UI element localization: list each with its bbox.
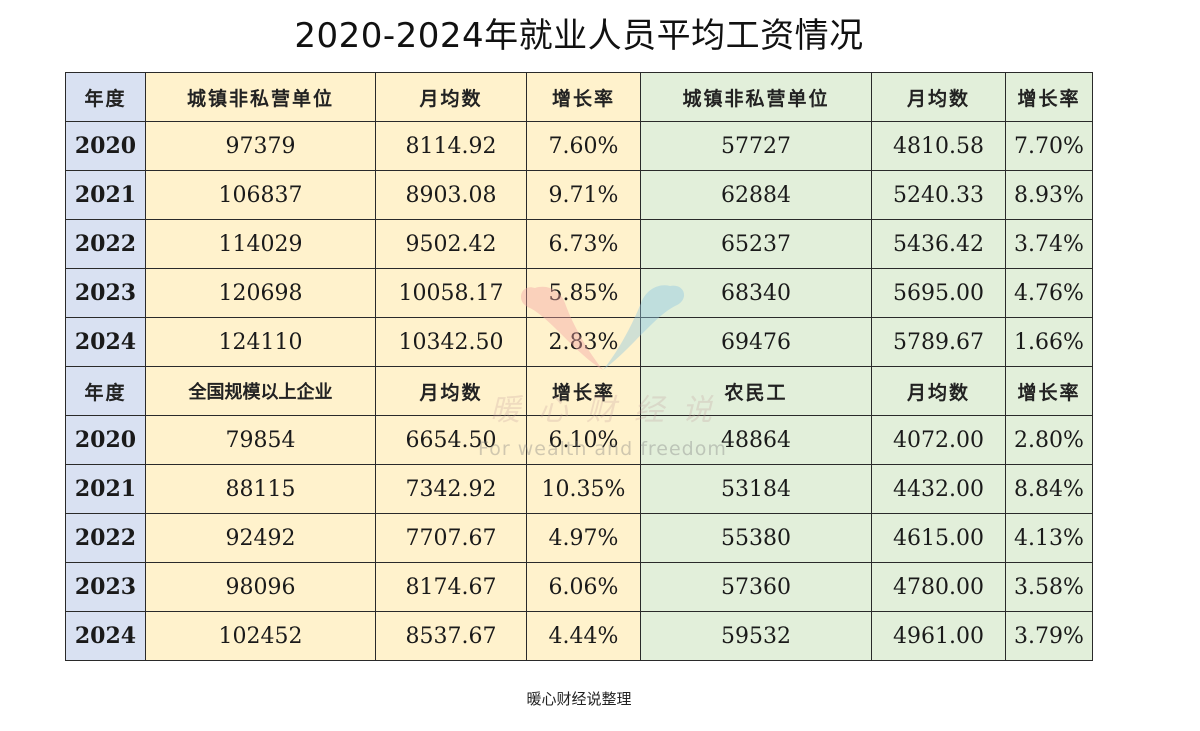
table-row: 2021 106837 8903.08 9.71% 62884 5240.33 8.93% (65, 170, 1093, 220)
data-cell-col-c: 7.60% (526, 121, 641, 171)
header-year: 年度 (65, 366, 146, 416)
year-cell: 2024 (65, 317, 146, 367)
data-cell-col-e: 5240.33 (871, 170, 1006, 220)
data-cell-col-e: 4615.00 (871, 513, 1006, 563)
data-cell-col-c: 9.71% (526, 170, 641, 220)
data-cell-col-c: 6.73% (526, 219, 641, 269)
data-cell-col-e: 4810.58 (871, 121, 1006, 171)
data-cell-col-c: 4.44% (526, 611, 641, 661)
data-cell-col-a: 120698 (145, 268, 376, 318)
data-cell-col-e: 4780.00 (871, 562, 1006, 612)
header-col-d: 农民工 (640, 366, 872, 416)
data-cell-col-c: 5.85% (526, 268, 641, 318)
data-cell-col-a: 92492 (145, 513, 376, 563)
data-cell-col-a: 102452 (145, 611, 376, 661)
data-cell-col-a: 114029 (145, 219, 376, 269)
year-cell: 2023 (65, 268, 146, 318)
year-cell: 2022 (65, 219, 146, 269)
header-col-e: 月均数 (871, 72, 1006, 122)
table-row: 2022 114029 9502.42 6.73% 65237 5436.42 3.74% (65, 219, 1093, 269)
data-cell-col-b: 9502.42 (375, 219, 527, 269)
data-cell-col-f: 8.93% (1005, 170, 1093, 220)
data-cell-col-f: 7.70% (1005, 121, 1093, 171)
data-cell-col-e: 5695.00 (871, 268, 1006, 318)
section1-header-row: 年度 城镇非私营单位 月均数 增长率 城镇非私营单位 月均数 增长率 (65, 72, 1093, 122)
data-cell-col-a: 124110 (145, 317, 376, 367)
data-cell-col-f: 4.76% (1005, 268, 1093, 318)
data-cell-col-d: 57727 (640, 121, 872, 171)
header-col-e: 月均数 (871, 366, 1006, 416)
data-cell-col-f: 4.13% (1005, 513, 1093, 563)
data-cell-col-e: 5789.67 (871, 317, 1006, 367)
year-cell: 2024 (65, 611, 146, 661)
table-row: 2024 124110 10342.50 2.83% 69476 5789.67 1.66% (65, 317, 1093, 367)
table-row: 2023 98096 8174.67 6.06% 57360 4780.00 3.58% (65, 562, 1093, 612)
data-cell-col-e: 5436.42 (871, 219, 1006, 269)
data-cell-col-b: 8174.67 (375, 562, 527, 612)
data-cell-col-b: 7707.67 (375, 513, 527, 563)
data-cell-col-e: 4072.00 (871, 415, 1006, 465)
header-col-c: 增长率 (526, 72, 641, 122)
year-cell: 2020 (65, 415, 146, 465)
data-cell-col-c: 2.83% (526, 317, 641, 367)
data-cell-col-b: 8537.67 (375, 611, 527, 661)
data-cell-col-d: 55380 (640, 513, 872, 563)
data-cell-col-f: 3.79% (1005, 611, 1093, 661)
data-cell-col-f: 2.80% (1005, 415, 1093, 465)
header-col-d: 城镇非私营单位 (640, 72, 872, 122)
header-year: 年度 (65, 72, 146, 122)
year-cell: 2021 (65, 170, 146, 220)
data-cell-col-d: 69476 (640, 317, 872, 367)
table-row: 2020 97379 8114.92 7.60% 57727 4810.58 7.70% (65, 121, 1093, 171)
data-cell-col-e: 4432.00 (871, 464, 1006, 514)
data-cell-col-b: 8903.08 (375, 170, 527, 220)
year-cell: 2022 (65, 513, 146, 563)
data-cell-col-b: 6654.50 (375, 415, 527, 465)
data-cell-col-a: 98096 (145, 562, 376, 612)
table-row: 2023 120698 10058.17 5.85% 68340 5695.00 4.76% (65, 268, 1093, 318)
data-cell-col-f: 3.58% (1005, 562, 1093, 612)
table-row: 2022 92492 7707.67 4.97% 55380 4615.00 4.13% (65, 513, 1093, 563)
section2-header-row: 年度 全国规模以上企业 月均数 增长率 农民工 月均数 增长率 (65, 366, 1093, 416)
data-cell-col-a: 97379 (145, 121, 376, 171)
footer-credit: 暖心财经说整理 (526, 690, 632, 708)
year-cell: 2020 (65, 121, 146, 171)
header-col-f: 增长率 (1005, 72, 1093, 122)
data-cell-col-a: 88115 (145, 464, 376, 514)
data-cell-col-f: 3.74% (1005, 219, 1093, 269)
data-cell-col-b: 10342.50 (375, 317, 527, 367)
data-cell-col-b: 7342.92 (375, 464, 527, 514)
data-cell-col-a: 79854 (145, 415, 376, 465)
header-col-a: 城镇非私营单位 (145, 72, 376, 122)
table-row: 2020 79854 6654.50 6.10% 48864 4072.00 2.80% (65, 415, 1093, 465)
data-cell-col-f: 8.84% (1005, 464, 1093, 514)
table-row: 2024 102452 8537.67 4.44% 59532 4961.00 3.79% (65, 611, 1093, 661)
data-cell-col-d: 59532 (640, 611, 872, 661)
data-cell-col-d: 53184 (640, 464, 872, 514)
data-cell-col-c: 6.06% (526, 562, 641, 612)
page-title: 2020-2024年就业人员平均工资情况 (294, 16, 864, 56)
data-cell-col-d: 65237 (640, 219, 872, 269)
data-cell-col-e: 4961.00 (871, 611, 1006, 661)
data-cell-col-d: 68340 (640, 268, 872, 318)
data-cell-col-b: 10058.17 (375, 268, 527, 318)
data-cell-col-b: 8114.92 (375, 121, 527, 171)
header-col-a: 全国规模以上企业 (145, 366, 376, 416)
year-cell: 2023 (65, 562, 146, 612)
header-col-f: 增长率 (1005, 366, 1093, 416)
header-col-b: 月均数 (375, 72, 527, 122)
data-cell-col-f: 1.66% (1005, 317, 1093, 367)
wage-table: 年度 城镇非私营单位 月均数 增长率 城镇非私营单位 月均数 增长率 2020 97379 811… (65, 72, 1093, 661)
data-cell-col-d: 57360 (640, 562, 872, 612)
header-col-b: 月均数 (375, 366, 527, 416)
data-cell-col-c: 6.10% (526, 415, 641, 465)
header-col-c: 增长率 (526, 366, 641, 416)
year-cell: 2021 (65, 464, 146, 514)
data-cell-col-d: 62884 (640, 170, 872, 220)
table-row: 2021 88115 7342.92 10.35% 53184 4432.00 8.84% (65, 464, 1093, 514)
data-cell-col-c: 4.97% (526, 513, 641, 563)
data-cell-col-c: 10.35% (526, 464, 641, 514)
data-cell-col-a: 106837 (145, 170, 376, 220)
data-cell-col-d: 48864 (640, 415, 872, 465)
